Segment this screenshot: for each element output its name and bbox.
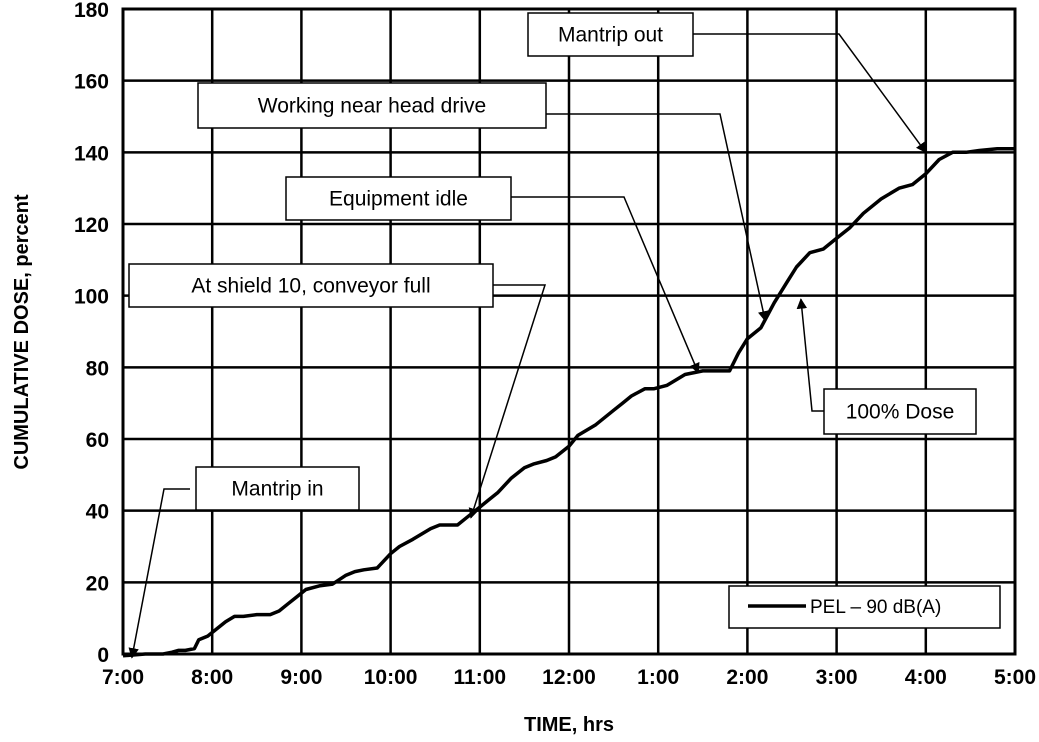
plot-frame — [121, 7, 1017, 656]
y-tick-labels: 0 20 40 60 80 100 120 140 160 180 — [74, 0, 109, 667]
annotation-arrow — [468, 284, 547, 519]
y-tick-label: 0 — [97, 644, 109, 667]
annotation-box — [285, 176, 512, 221]
x-tick-label: 7:00 — [102, 666, 144, 689]
x-tick-label: 3:00 — [816, 666, 858, 689]
y-tick-label: 40 — [86, 501, 109, 524]
annotation-box — [527, 12, 694, 57]
series-line — [122, 147, 1015, 658]
y-axis-title: CUMULATIVE DOSE, percent — [11, 194, 33, 470]
annotation: Mantrip in — [128, 466, 360, 659]
annotation-arrow — [511, 196, 700, 374]
annotation-label: Equipment idle — [329, 188, 468, 211]
annotation-box — [823, 388, 977, 435]
y-tick-label: 180 — [74, 0, 109, 22]
y-tick-label: 20 — [86, 572, 109, 595]
x-tick-label: 2:00 — [726, 666, 768, 689]
y-tick-label: 140 — [74, 142, 109, 165]
x-tick-label: 1:00 — [637, 666, 679, 689]
series-layer — [122, 147, 1015, 658]
annotation: Equipment idle — [285, 176, 700, 374]
annotation-label: At shield 10, conveyor full — [191, 275, 430, 298]
annotation: 100% Dose — [796, 298, 977, 435]
y-tick-label: 160 — [74, 71, 109, 94]
annotation-box — [197, 82, 547, 129]
x-tick-label: 8:00 — [191, 666, 233, 689]
legend-label: PEL – 90 dB(A) — [810, 597, 941, 618]
y-tick-label: 80 — [86, 357, 109, 380]
annotation-label: Mantrip in — [231, 478, 323, 501]
x-tick-label: 11:00 — [454, 666, 507, 689]
annotation-label: 100% Dose — [846, 401, 955, 424]
y-tick-label: 100 — [74, 286, 109, 309]
y-tick-label: 120 — [74, 214, 109, 237]
annotation-arrow — [546, 113, 769, 322]
annotation-box — [195, 466, 360, 511]
x-tick-label: 12:00 — [542, 666, 596, 689]
x-tick-label: 5:00 — [994, 666, 1036, 689]
x-tick-label: 10:00 — [364, 666, 418, 689]
annotation-box — [128, 263, 494, 308]
x-tick-label: 9:00 — [280, 666, 322, 689]
annotation-arrow — [128, 488, 190, 659]
x-axis-title: TIME, hrs — [524, 714, 614, 736]
annotation: Working near head drive — [197, 82, 769, 322]
x-tick-labels: 7:00 8:00 9:00 10:00 11:00 12:00 1:00 2:00 3:00 4… — [102, 666, 1036, 689]
annotation-arrow — [693, 33, 927, 154]
y-tick-label: 60 — [86, 429, 109, 452]
annotations: Mantrip in At shield 10, conveyor full Equ… — [128, 12, 977, 659]
annotation: Mantrip out — [527, 12, 927, 154]
legend: PEL – 90 dB(A) — [728, 585, 1001, 629]
annotation-label: Working near head drive — [258, 95, 486, 118]
x-tick-label: 4:00 — [905, 666, 947, 689]
annotation: At shield 10, conveyor full — [128, 263, 547, 519]
annotation-label: Mantrip out — [558, 24, 663, 47]
annotation-arrow — [796, 298, 824, 412]
